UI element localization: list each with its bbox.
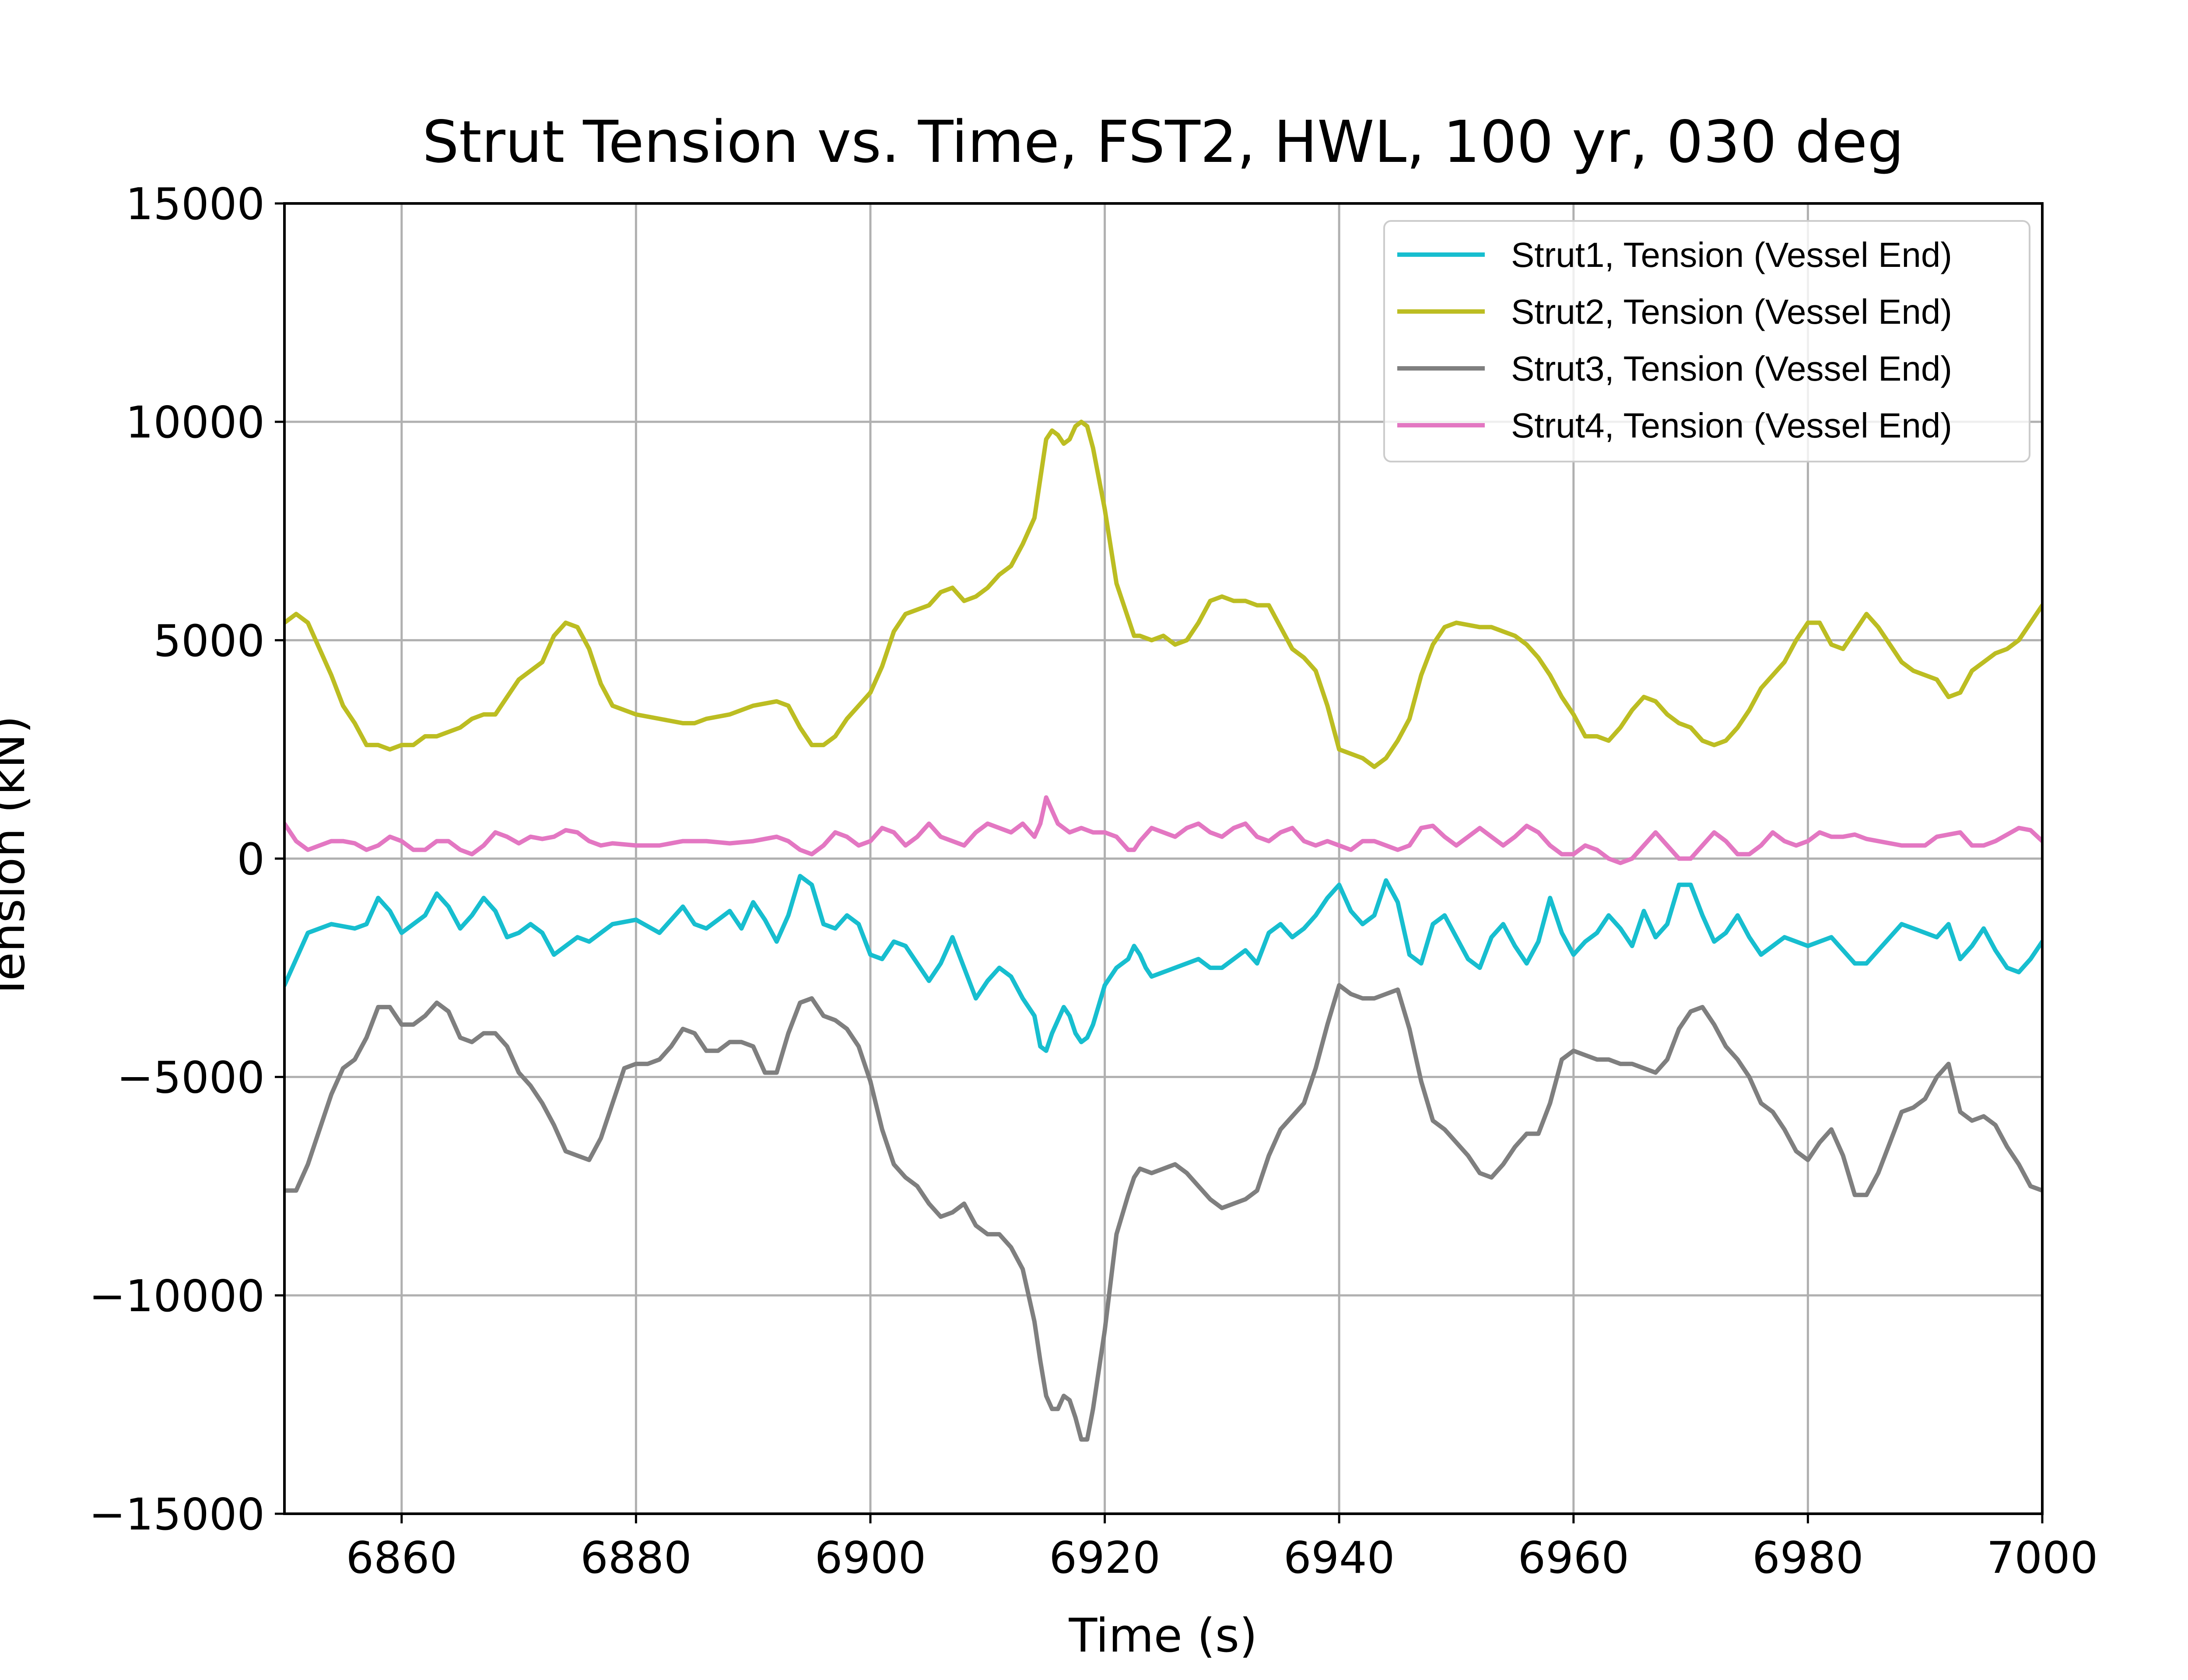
y-axis-label: Tension (kN) [0, 716, 35, 1002]
y-tick-label: −15000 [89, 1489, 265, 1540]
y-tick-label: 15000 [126, 178, 265, 230]
x-tick-label: 6940 [1283, 1532, 1395, 1583]
y-tick-label: −5000 [117, 1052, 265, 1103]
legend: Strut1, Tension (Vessel End) Strut2, Tens… [1383, 220, 2030, 462]
x-tick-label: 7000 [1987, 1532, 2098, 1583]
legend-box [1383, 220, 2030, 462]
chart-title: Strut Tension vs. Time, FST2, HWL, 100 y… [422, 108, 1904, 176]
legend-label-strut3: Strut3, Tension (Vessel End) [1511, 349, 1952, 388]
series-line-strut1 [284, 874, 2042, 1053]
series-line-strut3 [284, 983, 2042, 1442]
legend-label-strut2: Strut2, Tension (Vessel End) [1511, 292, 1952, 331]
x-tick-label: 6920 [1049, 1532, 1161, 1583]
x-axis-label: Time (s) [1068, 1609, 1257, 1662]
x-tick-label: 6860 [346, 1532, 458, 1583]
legend-label-strut4: Strut4, Tension (Vessel End) [1511, 406, 1952, 445]
y-tick-label: 5000 [154, 615, 265, 666]
x-tick-label: 6880 [580, 1532, 692, 1583]
y-tick-label: −10000 [89, 1270, 265, 1322]
axis-ticks: 6860 6880 6900 6920 6940 6960 6980 7000 −15000 −1… [89, 178, 2098, 1583]
legend-label-strut1: Strut1, Tension (Vessel End) [1511, 235, 1952, 274]
x-tick-label: 6900 [815, 1532, 926, 1583]
series-line-strut2 [284, 420, 2042, 769]
x-tick-label: 6960 [1518, 1532, 1630, 1583]
series-line-strut4 [284, 795, 2042, 865]
y-tick-label: 0 [237, 834, 265, 885]
series-lines [284, 420, 2042, 1442]
x-tick-label: 6980 [1752, 1532, 1864, 1583]
y-tick-label: 10000 [126, 397, 265, 448]
